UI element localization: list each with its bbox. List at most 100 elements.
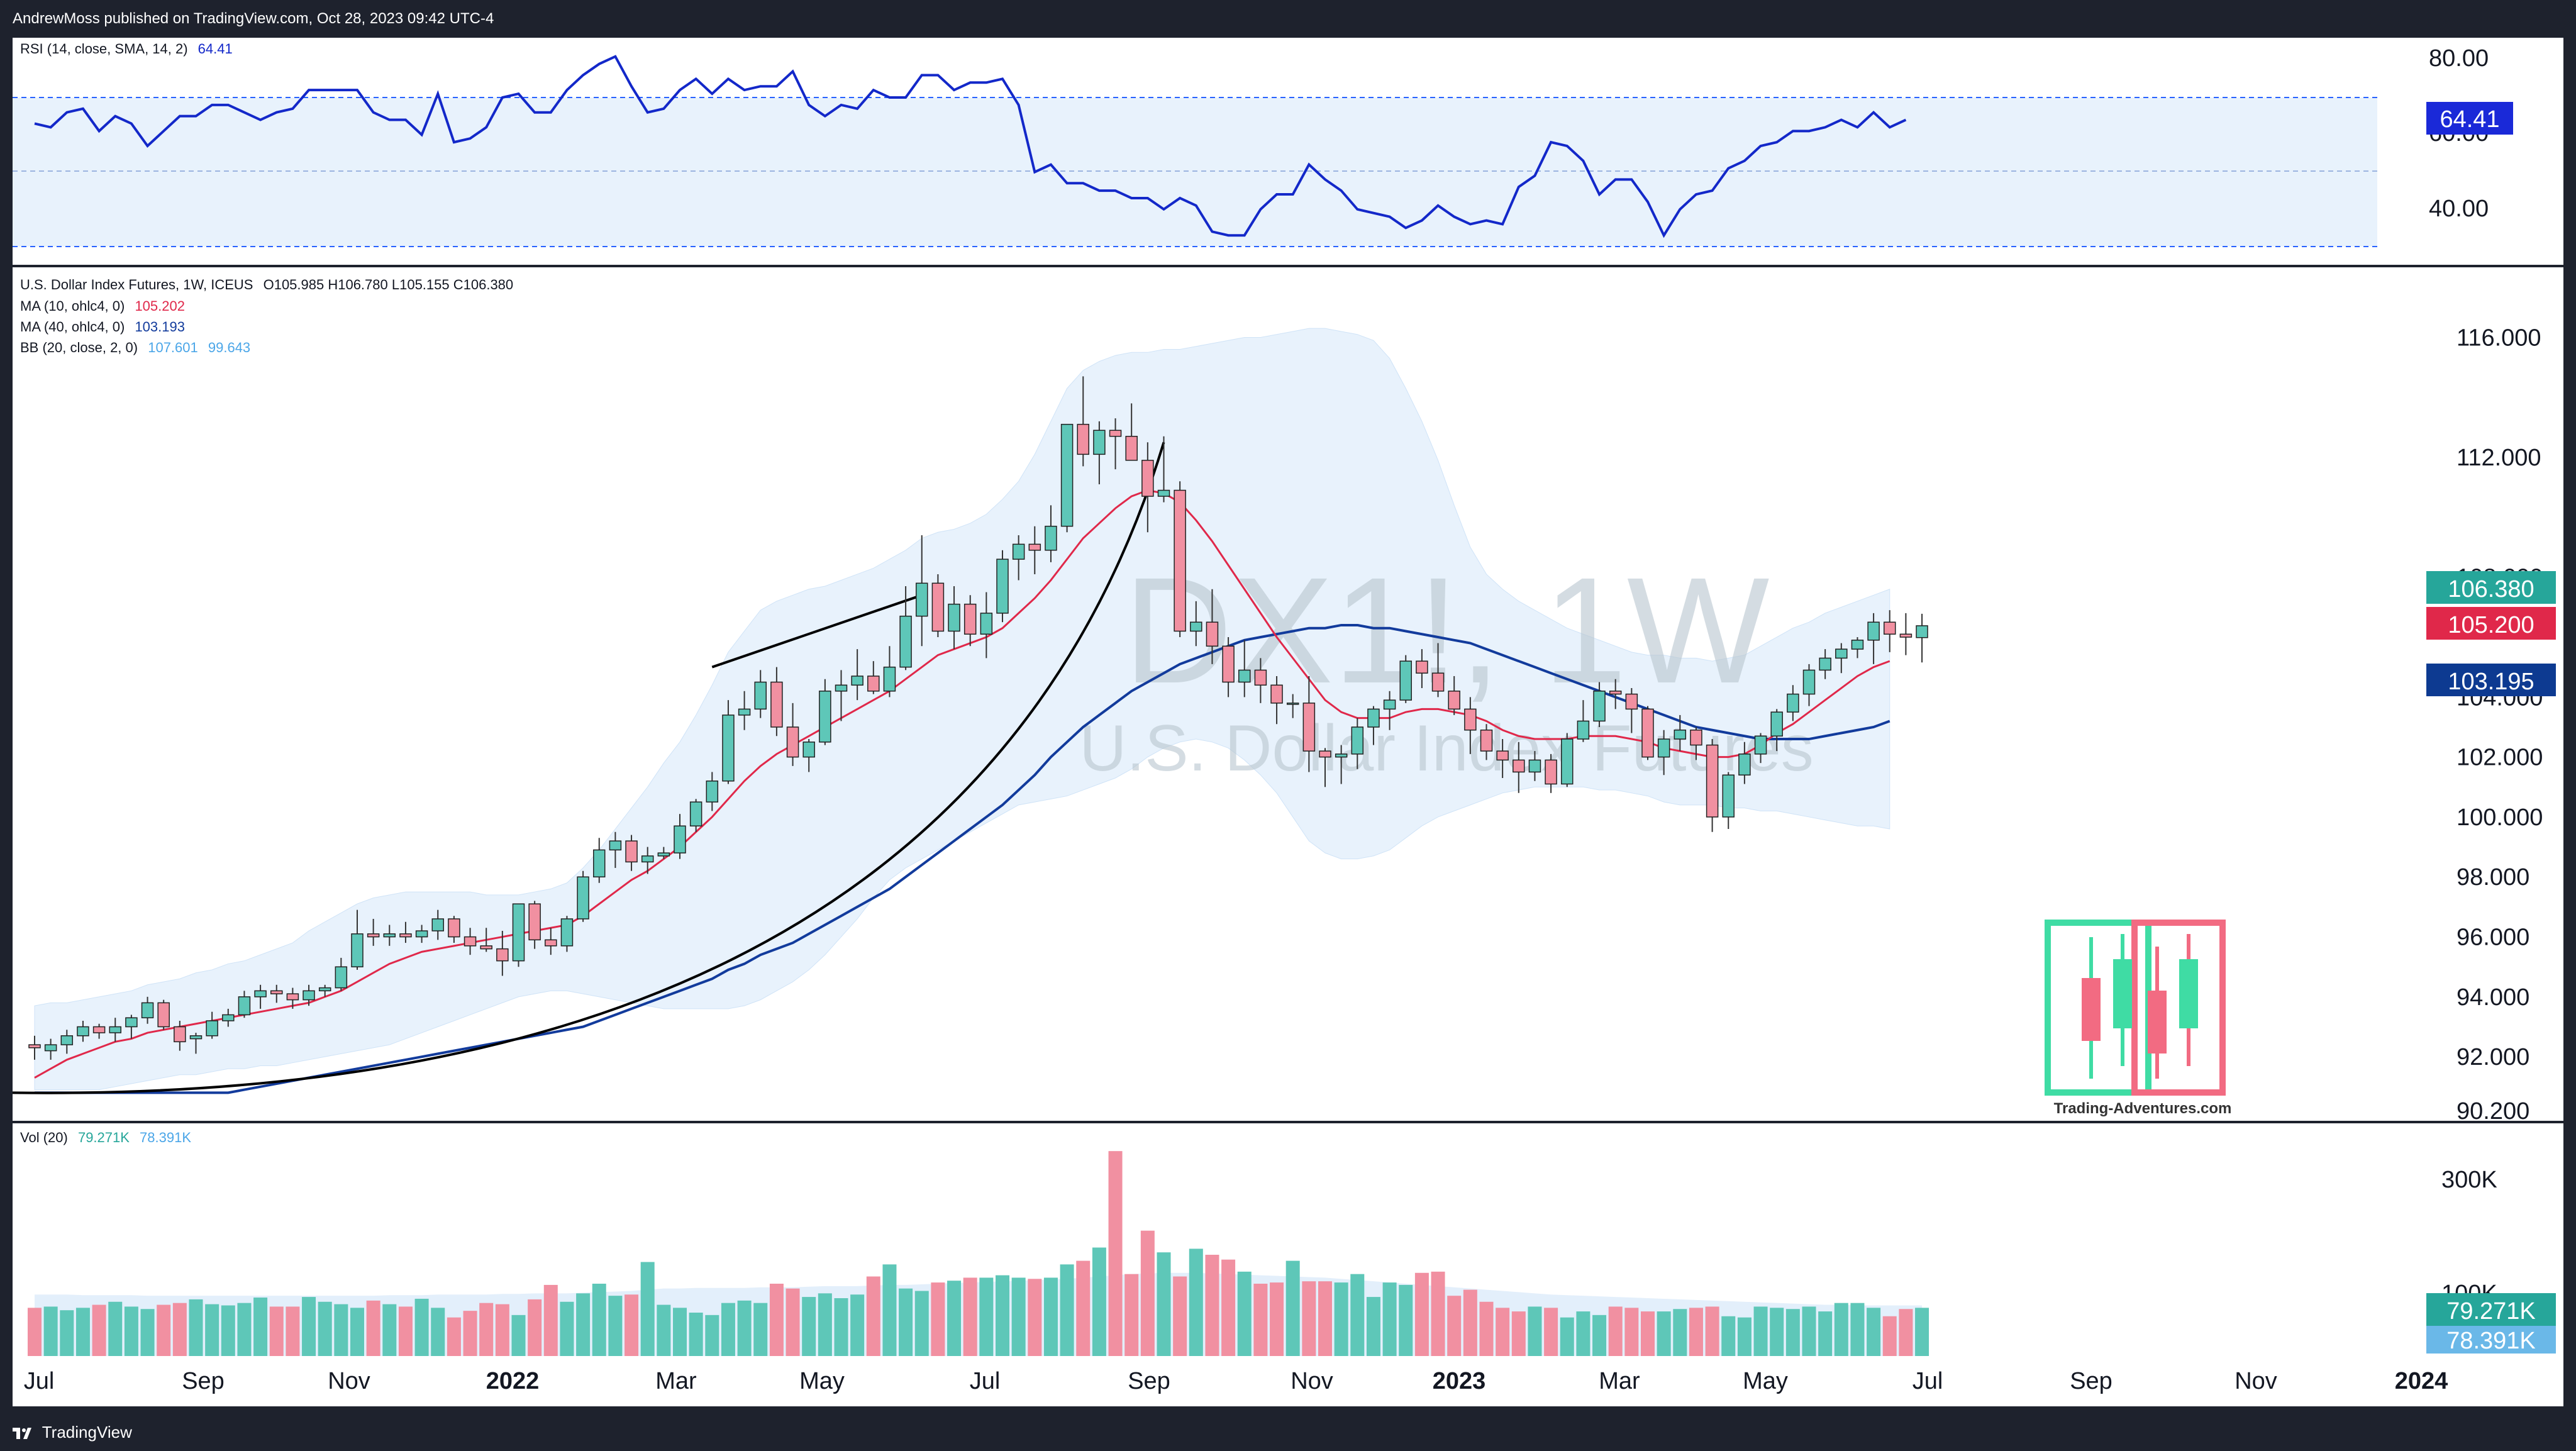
volume-bar — [221, 1305, 235, 1356]
volume-bar — [931, 1282, 945, 1356]
rsi-value-badge-text: 64.41 — [2440, 106, 2499, 133]
volume-bar — [1899, 1309, 1913, 1356]
logo-caption: Trading-Adventures.com — [2054, 1100, 2232, 1117]
volume-bar — [818, 1293, 832, 1356]
candle-body — [77, 1026, 89, 1037]
volume-bar — [1270, 1282, 1284, 1356]
rsi-panel[interactable]: 80.00 60.00 40.00 64.41 RSI (14, close, … — [13, 38, 2563, 265]
volume-bar — [1721, 1316, 1736, 1356]
logo-red-frame — [2131, 920, 2226, 1096]
x-tick-label: Nov — [1291, 1368, 1333, 1394]
rsi-line — [34, 55, 1907, 238]
price-tick: 116.000 — [2457, 325, 2541, 351]
candle-body — [1431, 672, 1445, 692]
vol-legend-value2: 78.391K — [140, 1130, 191, 1145]
volume-bar — [1673, 1309, 1687, 1356]
candle-body — [1222, 645, 1235, 683]
volume-bar — [1076, 1260, 1091, 1356]
candle-body — [1577, 720, 1590, 740]
candle-body — [383, 933, 396, 938]
volume-bar — [802, 1297, 816, 1356]
candle-body — [1109, 430, 1122, 437]
bb-legend-value2: 99.643 — [208, 340, 250, 355]
candle-body — [1819, 657, 1831, 671]
candle-body — [1399, 660, 1412, 701]
vol-badge-text: 79.271K — [2446, 1298, 2536, 1325]
trendline-curve — [13, 442, 1165, 1094]
candle-body — [1319, 750, 1331, 758]
price-tick: 90.200 — [2457, 1098, 2529, 1121]
candle-body — [674, 825, 686, 853]
volume-bar — [28, 1308, 42, 1356]
candle-body — [1609, 691, 1622, 695]
candle-body — [1528, 759, 1541, 773]
volume-bar — [528, 1299, 542, 1356]
volume-bar — [108, 1301, 123, 1356]
candle-body — [786, 726, 799, 758]
x-tick-label: 2024 — [2395, 1368, 2448, 1394]
ma40-legend-value: 103.193 — [135, 319, 185, 335]
rsi-svg: 80.00 60.00 40.00 64.41 RSI (14, close, … — [13, 41, 2513, 247]
candle-body — [1077, 423, 1089, 455]
bb-legend: BB (20, close, 2, 0) 107.601 99.643 — [20, 340, 250, 355]
candle-body — [1593, 691, 1606, 722]
candle-body — [1722, 774, 1735, 818]
volume-bar — [1689, 1308, 1703, 1356]
volume-bar — [1302, 1281, 1316, 1356]
candle-body — [222, 1014, 235, 1021]
candle-body — [1254, 669, 1267, 686]
candle-body — [206, 1020, 218, 1037]
x-tick-label: May — [1743, 1368, 1788, 1394]
candle-body — [577, 876, 589, 920]
trading-adventures-logo: Trading-Adventures.com — [2045, 920, 2232, 1117]
rsi-legend-value: 64.41 — [198, 41, 233, 57]
volume-bar — [1447, 1296, 1462, 1356]
x-tick-label: Jul — [1913, 1368, 1943, 1394]
vol-legend-label: Vol (20) — [20, 1130, 68, 1145]
candle-body — [351, 933, 364, 967]
x-tick-label: Nov — [328, 1368, 370, 1394]
volume-bar — [1770, 1308, 1784, 1356]
trendline-straight — [711, 594, 923, 669]
volume-bar — [721, 1303, 735, 1356]
volume-bar — [205, 1304, 219, 1356]
candle-body — [996, 559, 1009, 614]
candle-body — [1286, 703, 1299, 705]
candle-body — [706, 781, 719, 803]
candle-body — [770, 681, 783, 728]
volume-bar — [431, 1308, 445, 1356]
candle-body — [1351, 726, 1364, 755]
rsi-band-fill — [13, 97, 2377, 247]
volume-bar — [608, 1296, 623, 1356]
volume-bar — [75, 1308, 90, 1356]
bb-legend-label: BB (20, close, 2, 0) — [20, 340, 138, 355]
volume-bar — [1850, 1303, 1865, 1356]
candle-body — [609, 840, 622, 851]
time-axis[interactable]: Jul Sep Nov 2022 Mar May Jul Sep Nov 2023 Mar May Ju… — [13, 1356, 2563, 1406]
candle-body — [1367, 708, 1380, 728]
main-legend-label: U.S. Dollar Index Futures, 1W, ICEUS — [20, 277, 253, 292]
x-tick-label: Mar — [1599, 1368, 1640, 1394]
candle-body — [1174, 489, 1186, 632]
volume-bar — [1205, 1255, 1219, 1356]
candle-body — [560, 918, 574, 947]
candle-body — [367, 933, 380, 938]
candle-body — [415, 930, 428, 938]
volume-bar — [576, 1293, 591, 1356]
candle-body — [1674, 729, 1687, 740]
volume-bar — [996, 1275, 1009, 1356]
candle-body — [963, 603, 977, 635]
ma10-badge-text: 105.200 — [2448, 612, 2534, 638]
volume-bar — [495, 1304, 509, 1356]
price-svg: DX1!, 1W U.S. Dollar Index Futures 116.0… — [13, 277, 2556, 1121]
price-tick: 98.000 — [2457, 864, 2529, 891]
candle-body — [1238, 669, 1251, 683]
volume-bar — [1253, 1284, 1268, 1356]
price-panel[interactable]: DX1!, 1W U.S. Dollar Index Futures 116.0… — [13, 267, 2563, 1121]
volume-panel[interactable]: 300K 100K 79.271K 78.391K Vol (20) 79.27… — [13, 1123, 2563, 1369]
volume-bar — [43, 1306, 58, 1356]
price-tick: 102.000 — [2457, 745, 2543, 771]
volume-bar — [899, 1288, 913, 1356]
volume-bar — [882, 1264, 897, 1356]
candle-body — [1916, 625, 1928, 638]
